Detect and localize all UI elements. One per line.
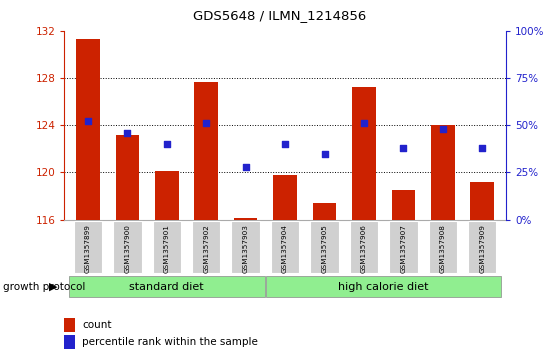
Text: GSM1357908: GSM1357908 (440, 224, 446, 273)
Bar (429, 221, 457, 273)
Point (320, 151, 329, 156)
Bar (155, 171, 179, 220)
Bar (389, 221, 418, 273)
Point (162, 141, 171, 147)
Bar (74, 221, 102, 273)
Bar (273, 175, 297, 220)
Bar (471, 182, 494, 220)
Bar (350, 221, 378, 273)
Text: count: count (82, 320, 111, 330)
Bar (69, 276, 264, 297)
Bar (266, 276, 501, 297)
Bar (153, 221, 181, 273)
Text: percentile rank within the sample: percentile rank within the sample (82, 337, 258, 347)
Text: growth protocol: growth protocol (3, 282, 85, 292)
Bar (231, 221, 260, 273)
Bar (391, 190, 415, 220)
Point (438, 126, 447, 132)
Text: GSM1357899: GSM1357899 (85, 224, 91, 273)
Text: GSM1357902: GSM1357902 (203, 224, 209, 273)
Point (359, 121, 368, 126)
Bar (195, 82, 218, 220)
Point (241, 164, 250, 170)
Text: GSM1357907: GSM1357907 (400, 224, 406, 273)
Text: ▶: ▶ (49, 282, 58, 292)
Bar (310, 221, 339, 273)
Bar (64, 318, 75, 332)
Point (478, 145, 487, 151)
Text: GSM1357904: GSM1357904 (282, 224, 288, 273)
Text: GSM1357903: GSM1357903 (243, 224, 249, 273)
Bar (64, 335, 75, 349)
Bar (271, 221, 299, 273)
Point (399, 145, 408, 151)
Point (281, 141, 290, 147)
Bar (116, 135, 139, 220)
Bar (468, 221, 496, 273)
Point (202, 121, 211, 126)
Bar (113, 221, 141, 273)
Text: GSM1357909: GSM1357909 (479, 224, 485, 273)
Text: GSM1357901: GSM1357901 (164, 224, 170, 273)
Bar (352, 87, 376, 220)
Text: GSM1357900: GSM1357900 (124, 224, 130, 273)
Point (83, 119, 92, 125)
Text: GSM1357906: GSM1357906 (361, 224, 367, 273)
Point (123, 130, 132, 136)
Text: GDS5648 / ILMN_1214856: GDS5648 / ILMN_1214856 (193, 9, 366, 22)
Bar (192, 221, 220, 273)
Text: standard diet: standard diet (130, 282, 204, 292)
Text: high calorie diet: high calorie diet (338, 282, 429, 292)
Bar (234, 219, 258, 220)
Bar (76, 39, 100, 220)
Bar (431, 125, 454, 220)
Text: GSM1357905: GSM1357905 (321, 224, 328, 273)
Bar (312, 203, 337, 220)
